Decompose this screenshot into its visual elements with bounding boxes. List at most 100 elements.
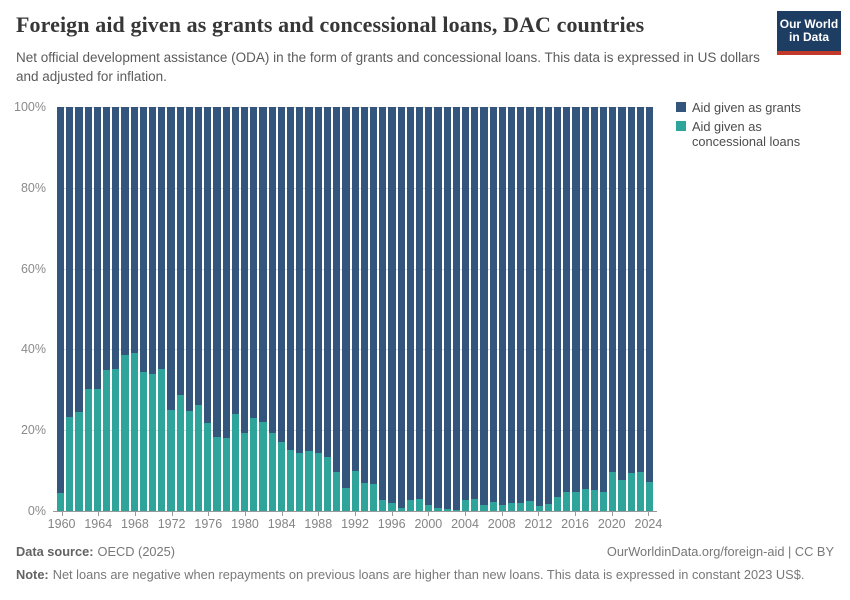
bar-1994[interactable] — [369, 107, 378, 511]
bar-1965[interactable] — [103, 107, 111, 511]
bar-2015[interactable] — [563, 107, 571, 511]
bar-2000[interactable] — [425, 107, 433, 511]
bar-2008[interactable] — [498, 107, 506, 511]
bar-1983-loans-segment — [268, 433, 276, 511]
bar-1981[interactable] — [250, 107, 258, 511]
bar-1976[interactable] — [204, 107, 212, 511]
bar-2020[interactable] — [609, 107, 617, 511]
bar-1980-loans-segment — [241, 433, 249, 511]
x-tick-2020 — [611, 512, 613, 516]
license-link[interactable]: OurWorldinData.org/foreign-aid | CC BY — [606, 544, 834, 559]
bar-1991-loans-segment — [342, 488, 350, 511]
bar-1986[interactable] — [296, 107, 304, 511]
bar-1992[interactable] — [351, 107, 359, 511]
bar-1977[interactable] — [213, 107, 221, 511]
bar-2009[interactable] — [507, 107, 516, 511]
bar-1967[interactable] — [121, 107, 129, 511]
bar-1978[interactable] — [222, 107, 230, 511]
bar-1975[interactable] — [195, 107, 203, 511]
bar-2021[interactable] — [618, 107, 626, 511]
bar-1975-loans-segment — [195, 405, 203, 511]
bar-1973[interactable] — [176, 107, 184, 511]
bar-1997[interactable] — [397, 107, 405, 511]
legend-item-loans[interactable]: Aid given as concessional loans — [676, 119, 834, 149]
bar-1960[interactable] — [57, 107, 65, 511]
bar-1961[interactable] — [66, 107, 74, 511]
bar-1984[interactable] — [277, 107, 286, 511]
bar-1963[interactable] — [84, 107, 92, 511]
bar-2024[interactable] — [646, 107, 654, 511]
bar-2018-loans-segment — [590, 489, 598, 511]
bar-1987[interactable] — [305, 107, 313, 511]
bar-2011[interactable] — [526, 107, 534, 511]
bar-1964-loans-segment — [93, 388, 102, 511]
bar-2010[interactable] — [517, 107, 525, 511]
bar-2018[interactable] — [590, 107, 598, 511]
bar-1983[interactable] — [268, 107, 276, 511]
bar-2022[interactable] — [627, 107, 635, 511]
bar-1963-loans-segment — [84, 388, 92, 511]
legend-item-grants[interactable]: Aid given as grants — [676, 100, 834, 115]
x-tick-1996 — [391, 512, 393, 516]
bar-1991[interactable] — [342, 107, 350, 511]
bar-1989[interactable] — [323, 107, 332, 511]
x-tick-label-1980: 1980 — [231, 517, 259, 531]
bar-2019[interactable] — [599, 107, 608, 511]
bar-1993[interactable] — [360, 107, 368, 511]
bar-1988[interactable] — [314, 107, 322, 511]
bar-2006[interactable] — [480, 107, 488, 511]
bar-2002[interactable] — [443, 107, 451, 511]
bar-2017[interactable] — [581, 107, 589, 511]
bar-2013[interactable] — [544, 107, 552, 511]
bar-1962[interactable] — [75, 107, 83, 511]
bar-1998[interactable] — [406, 107, 414, 511]
bar-1996-loans-segment — [388, 503, 396, 511]
bar-2003-loans-segment — [452, 509, 460, 511]
bar-2003[interactable] — [452, 107, 460, 511]
bar-1972[interactable] — [167, 107, 175, 511]
bar-1966-loans-segment — [112, 368, 120, 511]
bar-2014[interactable] — [553, 107, 562, 511]
bar-1968[interactable] — [130, 107, 138, 511]
bar-1971-loans-segment — [158, 368, 166, 511]
bar-2007[interactable] — [489, 107, 497, 511]
owid-logo[interactable]: Our World in Data — [777, 11, 841, 55]
bar-2017-loans-segment — [581, 488, 589, 511]
bar-1990[interactable] — [333, 107, 341, 511]
bar-1999-loans-segment — [415, 499, 424, 511]
bar-1974[interactable] — [185, 107, 194, 511]
bar-2016[interactable] — [572, 107, 580, 511]
bar-2009-loans-segment — [507, 503, 516, 511]
bar-1966[interactable] — [112, 107, 120, 511]
bar-2004[interactable] — [461, 107, 470, 511]
bar-1980[interactable] — [241, 107, 249, 511]
bar-1985[interactable] — [287, 107, 295, 511]
x-tick-label-2008: 2008 — [487, 517, 516, 531]
bar-1979[interactable] — [231, 107, 240, 511]
x-tick-1980 — [244, 512, 246, 516]
y-tick-label-60: 60% — [20, 261, 46, 276]
bar-1971[interactable] — [158, 107, 166, 511]
bar-1988-loans-segment — [314, 453, 322, 511]
bar-2012-loans-segment — [535, 506, 543, 511]
bar-1996[interactable] — [388, 107, 396, 511]
x-tick-label-2016: 2016 — [561, 517, 589, 531]
bar-1984-loans-segment — [277, 442, 286, 511]
bar-1969[interactable] — [139, 107, 148, 511]
bar-1964[interactable] — [93, 107, 102, 511]
bar-1999[interactable] — [415, 107, 424, 511]
x-tick-label-2024: 2024 — [634, 517, 663, 531]
bar-2001[interactable] — [434, 107, 442, 511]
bar-1970[interactable] — [149, 107, 157, 511]
bar-2012[interactable] — [535, 107, 543, 511]
data-source: Data source: OECD (2025) — [16, 544, 175, 559]
bar-2005[interactable] — [471, 107, 479, 511]
bar-1976-loans-segment — [204, 422, 212, 511]
bar-1982-loans-segment — [259, 421, 267, 511]
bar-2013-loans-segment — [544, 504, 552, 511]
bar-1982[interactable] — [259, 107, 267, 511]
bar-2020-loans-segment — [609, 472, 617, 511]
bar-2023[interactable] — [636, 107, 644, 511]
bar-1995[interactable] — [379, 107, 387, 511]
bar-2019-loans-segment — [599, 492, 608, 511]
